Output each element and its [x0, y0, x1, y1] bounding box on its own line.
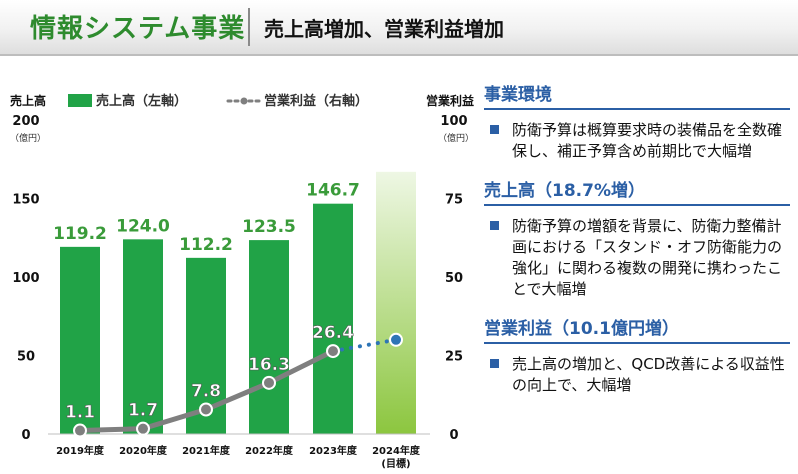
- profit-data-label: 7.8: [191, 382, 221, 402]
- section-title-profit: 営業利益（10.1億円増）: [484, 314, 790, 344]
- legend-label-sales: 売上高（左軸）: [96, 93, 187, 109]
- environment-section: 事業環境 防衛予算は概算要求時の装備品を全数確保し、補正予算含め前期比で大幅増: [484, 80, 790, 162]
- bar-sales: [313, 203, 353, 434]
- page-header: 情報システム事業 売上高増加、営業利益増加: [0, 0, 798, 54]
- bullet-square-icon: [490, 125, 499, 134]
- legend-label-profit: 営業利益（右軸）: [264, 93, 368, 109]
- right-axis-title: 営業利益: [426, 93, 474, 108]
- left-axis-tick: 200: [12, 114, 39, 129]
- bullet-square-icon: [490, 359, 499, 368]
- right-axis-tick: 75: [445, 193, 463, 208]
- bullet-profit: 売上高の増加と、QCD改善による収益性の向上で、大幅増: [484, 354, 790, 396]
- left-axis-title: 売上高: [10, 93, 46, 108]
- sales-data-label: 119.2: [53, 224, 107, 244]
- sales-data-label: 124.0: [116, 216, 170, 236]
- legend-swatch-sales: [68, 94, 92, 107]
- x-category-label: 2020年度: [119, 444, 168, 457]
- bar-sales: [123, 239, 163, 434]
- x-category-label: (目標): [381, 457, 410, 470]
- x-category-label: 2024年度: [372, 444, 421, 457]
- bullet-sales: 防衛予算の増額を背景に、防衛力整備計画における「スタンド・オフ防衛能力の強化」に…: [484, 216, 790, 300]
- sales-section: 売上高（18.7%増） 防衛予算の増額を背景に、防衛力整備計画における「スタンド…: [484, 176, 790, 300]
- left-axis-tick: 0: [21, 428, 30, 443]
- profit-forecast-line: [331, 337, 398, 354]
- right-axis-tick: 25: [445, 350, 463, 365]
- legend-marker-profit: [240, 97, 248, 105]
- profit-data-label: 16.3: [248, 355, 290, 375]
- section-title-sales: 売上高（18.7%増）: [484, 176, 790, 206]
- profit-point: [326, 344, 340, 359]
- right-axis-tick: 0: [449, 428, 458, 443]
- x-category-label: 2023年度: [309, 444, 358, 457]
- headline: 売上高増加、営業利益増加: [264, 17, 504, 41]
- bullet-text-sales: 防衛予算の増額を背景に、防衛力整備計画における「スタンド・オフ防衛能力の強化」に…: [512, 217, 783, 298]
- profit-data-label: 1.1: [65, 403, 95, 423]
- bar-target: [376, 171, 416, 434]
- left-axis-tick: 50: [17, 350, 35, 365]
- sales-data-label: 112.2: [179, 235, 233, 255]
- profit-point: [199, 402, 213, 417]
- header-rule: [0, 54, 798, 56]
- bar-sales: [60, 246, 100, 434]
- bar-sales: [249, 240, 289, 434]
- left-axis-tick: 100: [12, 271, 39, 286]
- profit-section: 営業利益（10.1億円増） 売上高の増加と、QCD改善による収益性の向上で、大幅…: [484, 314, 790, 396]
- bullet-text-profit: 売上高の増加と、QCD改善による収益性の向上で、大幅増: [512, 355, 785, 394]
- x-category-label: 2022年度: [245, 444, 294, 457]
- bullet-environment: 防衛予算は概算要求時の装備品を全数確保し、補正予算含め前期比で大幅増: [484, 120, 790, 162]
- section-title-environment: 事業環境: [484, 80, 790, 110]
- profit-forecast-point: [389, 332, 403, 347]
- right-axis-tick: 100: [440, 114, 467, 129]
- profit-data-label: 26.4: [312, 323, 354, 343]
- sales-data-label: 146.7: [306, 181, 360, 201]
- segment-title: 情報システム事業: [30, 14, 246, 44]
- bullet-square-icon: [490, 221, 499, 230]
- x-category-label: 2021年度: [182, 444, 231, 457]
- right-axis-tick: 50: [445, 271, 463, 286]
- left-axis-tick: 150: [12, 193, 39, 208]
- sales-profit-chart: 売上高 （億円） 営業利益 （億円） 0 50 100 150 200 0 25 50 75 100 売上高…: [10, 93, 474, 470]
- header-divider: [248, 8, 250, 46]
- commentary-panel: 事業環境 防衛予算は概算要求時の装備品を全数確保し、補正予算含め前期比で大幅増 …: [484, 80, 790, 396]
- left-axis-unit: （億円）: [10, 132, 46, 144]
- right-axis-unit: （億円）: [438, 132, 474, 144]
- profit-data-label: 1.7: [128, 401, 158, 421]
- profit-point: [73, 423, 87, 438]
- x-category-label: 2019年度: [56, 444, 105, 457]
- profit-point: [262, 375, 276, 390]
- bullet-text-environment: 防衛予算は概算要求時の装備品を全数確保し、補正予算含め前期比で大幅増: [512, 121, 783, 160]
- sales-data-label: 123.5: [242, 217, 296, 237]
- profit-point: [136, 421, 150, 436]
